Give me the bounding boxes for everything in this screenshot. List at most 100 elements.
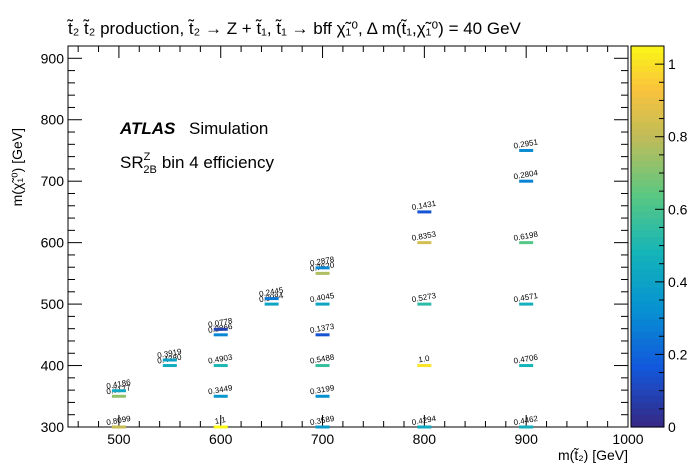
colorbar-segment — [631, 395, 664, 403]
colorbar-tick-label: 1 — [668, 56, 676, 72]
simulation-label: Simulation — [189, 119, 268, 138]
colorbar-segment — [631, 420, 664, 428]
efficiency-label: 0.4571 — [513, 291, 539, 304]
efficiency-cell — [417, 364, 432, 368]
colorbar: 0 0.2 0.4 0.6 0.8 1 — [630, 45, 688, 435]
colorbar-segment — [631, 166, 664, 174]
plot-area — [67, 45, 629, 428]
colorbar-segment — [631, 179, 664, 187]
colorbar-segment — [631, 115, 664, 123]
efficiency-cell — [519, 302, 534, 306]
efficiency-label: 0.3919 — [157, 347, 183, 360]
x-tick-label: 800 — [413, 431, 437, 447]
colorbar-segment — [631, 52, 664, 60]
colorbar-segment — [631, 211, 664, 219]
colorbar-segment — [631, 293, 664, 301]
colorbar-segment — [631, 122, 664, 130]
y-tick-label: 600 — [41, 235, 65, 251]
efficiency-cell — [111, 394, 126, 398]
colorbar-segment — [631, 173, 664, 180]
efficiency-label: 0.1431 — [411, 199, 437, 212]
chart-title: t̃₂ t̃₂ production, t̃₂ → Z + t̃₁, t̃₁ →… — [66, 19, 521, 38]
efficiency-label: 0.2804 — [513, 168, 539, 181]
colorbar-segment — [631, 147, 664, 155]
efficiency-cell — [162, 358, 177, 362]
colorbar-segment — [631, 242, 664, 250]
colorbar-segment — [631, 312, 664, 320]
colorbar-frame — [630, 45, 665, 428]
efficiency-label: 0.4706 — [513, 352, 539, 365]
efficiency-label: 0.4462 — [513, 414, 539, 427]
colorbar-segment — [631, 84, 664, 92]
colorbar-segment — [631, 401, 664, 409]
x-tick-label: 500 — [107, 431, 131, 447]
region-label: SRZ 2B bin 4 efficiency — [120, 151, 274, 176]
colorbar-segment — [631, 65, 664, 72]
colorbar-segment — [631, 300, 664, 307]
colorbar-tick-label: 0.2 — [668, 346, 688, 362]
colorbar-segment — [631, 198, 664, 206]
efficiency-cell — [417, 425, 432, 429]
efficiency-cell — [315, 266, 330, 270]
colorbar-segment — [631, 71, 664, 79]
colorbar-segment — [631, 185, 664, 193]
colorbar-segment — [631, 223, 664, 231]
region-rest: bin 4 efficiency — [162, 153, 275, 172]
colorbar-tick-label: 0 — [668, 419, 676, 435]
colorbar-segment — [631, 217, 664, 225]
plot-frame — [67, 45, 629, 428]
y-tick-label: 400 — [41, 358, 65, 374]
y-axis-label: m(χ̃₁⁰) [GeV] — [9, 128, 25, 206]
efficiency-label: 0.1373 — [309, 322, 335, 335]
efficiency-cell — [417, 302, 432, 306]
colorbar-segment — [631, 388, 664, 396]
efficiency-label: 0.4903 — [207, 352, 233, 365]
efficiency-label: 0.5488 — [309, 352, 335, 365]
efficiency-label: 1.0 — [418, 354, 431, 365]
y-tick-label: 700 — [41, 173, 65, 189]
colorbar-segment — [631, 407, 664, 415]
efficiency-cell — [315, 271, 330, 275]
axis-ticks: 500 600 700 800 900 1000 300 400 500 600 700 800 900 — [41, 46, 644, 447]
efficiency-cell — [315, 364, 330, 368]
colorbar-segment — [631, 236, 664, 244]
region-main: SR — [120, 153, 144, 172]
data-marks: 0.80990.71770.41860.43800.39191.10.34490… — [106, 137, 539, 429]
colorbar-segment — [631, 338, 664, 346]
colorbar-segment — [631, 58, 664, 66]
colorbar-tick-label: 0.8 — [668, 129, 688, 145]
colorbar-segment — [631, 109, 664, 117]
x-axis-label: m(t̃₂) [GeV] — [558, 447, 628, 463]
atlas-label: ATLAS — [119, 119, 176, 138]
colorbar-tick-label: 0.4 — [668, 274, 688, 290]
efficiency-cell — [519, 241, 534, 245]
efficiency-label: 0.6198 — [513, 230, 539, 243]
x-tick-label: 600 — [209, 431, 233, 447]
colorbar-segment — [631, 96, 664, 104]
colorbar-segment — [631, 287, 664, 295]
colorbar-segment — [631, 325, 664, 333]
x-tick-label: 700 — [311, 431, 335, 447]
efficiency-cell — [417, 210, 432, 214]
efficiency-label: 1.1 — [214, 415, 227, 426]
efficiency-cell — [519, 425, 534, 429]
colorbar-segment — [631, 192, 664, 199]
colorbar-segment — [631, 46, 664, 53]
colorbar-tick-label: 0.6 — [668, 201, 688, 217]
efficiency-cell — [519, 148, 534, 152]
efficiency-cell — [264, 297, 279, 301]
region-sup: Z — [144, 151, 151, 163]
colorbar-segment — [631, 357, 664, 365]
efficiency-cell — [213, 364, 228, 368]
efficiency-label: 0.3199 — [309, 383, 335, 396]
efficiency-cell — [213, 327, 228, 331]
colorbar-segment — [631, 160, 664, 168]
efficiency-cell — [264, 302, 279, 306]
colorbar-segment — [631, 382, 664, 390]
efficiency-cell — [213, 394, 228, 398]
colorbar-segment — [631, 280, 664, 288]
efficiency-label: 0.8099 — [106, 414, 132, 427]
efficiency-label: 0.2445 — [258, 285, 284, 298]
annotation-block: ATLAS Simulation SRZ 2B bin 4 efficiency — [119, 119, 274, 176]
